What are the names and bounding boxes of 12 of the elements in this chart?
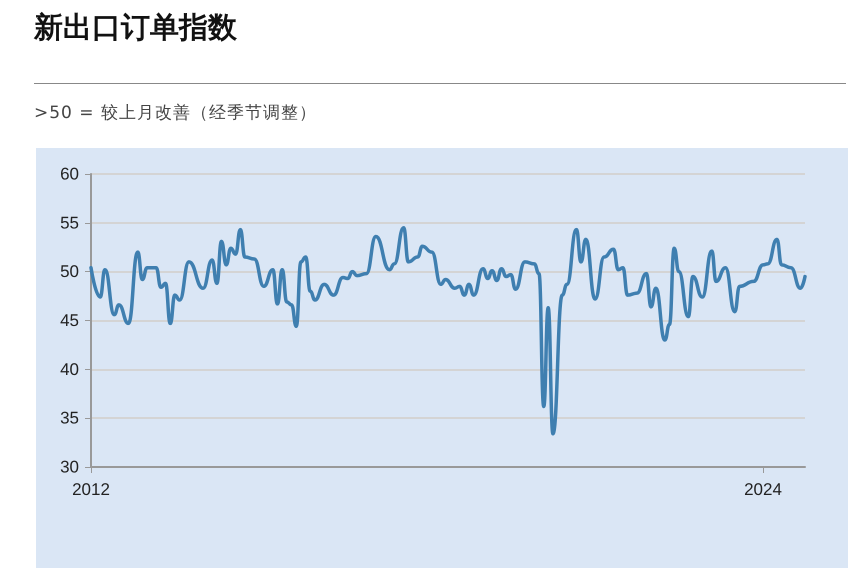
line-series: [89, 226, 807, 436]
y-tick-label: 30: [60, 458, 79, 476]
x-tick-label: 2024: [744, 480, 782, 499]
chart-title: 新出口订单指数: [34, 9, 237, 46]
y-tick-label: 35: [60, 408, 79, 428]
chart-subtitle: >50 = 较上月改善（经季节调整）: [34, 102, 317, 124]
y-tick-label: 45: [60, 311, 79, 330]
y-tick-label: 55: [60, 213, 79, 232]
y-tick-label: 60: [60, 164, 79, 184]
y-tick-label: 50: [60, 262, 79, 282]
y-tick-label: 40: [60, 360, 79, 379]
x-tick-label: 2012: [72, 480, 110, 499]
